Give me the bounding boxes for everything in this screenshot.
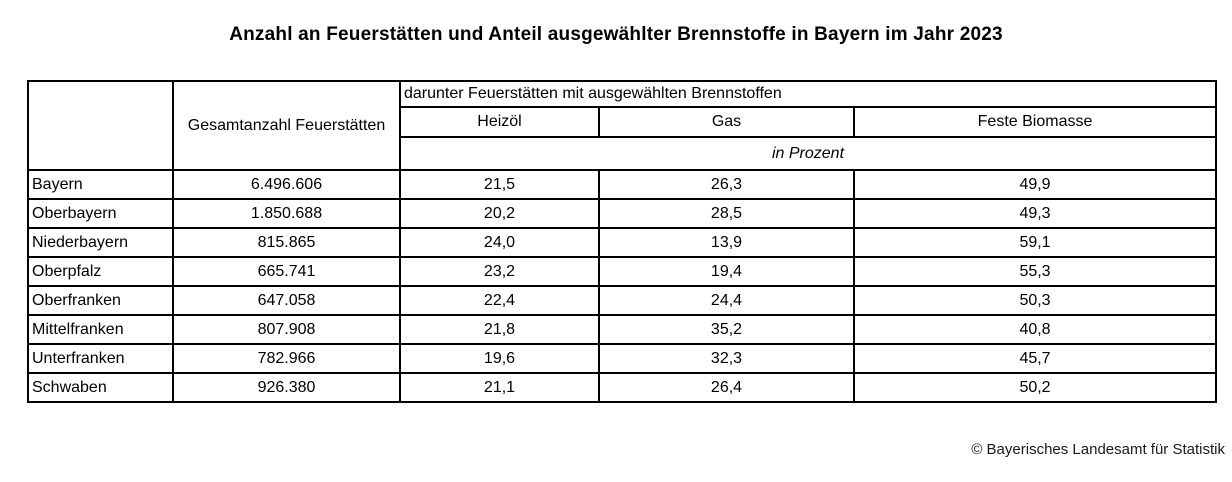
unit-label: in Prozent [398,136,1218,171]
feste-biomasse-cell: 49,9 [852,169,1218,200]
gas-cell: 13,9 [598,227,855,258]
region-cell: Unterfranken [27,343,174,374]
col-header-group: darunter Feuerstätten mit ausgewählten B… [398,80,1218,108]
feste-biomasse-cell: 49,3 [852,198,1218,229]
total-cell: 782.966 [172,343,401,374]
region-cell: Oberbayern [27,198,174,229]
total-cell: 1.850.688 [172,198,401,229]
region-cell: Oberfranken [27,285,174,316]
col-header-feste-biomasse: Feste Biomasse [852,106,1218,138]
heizoel-cell: 21,5 [399,169,600,200]
table-row: Unterfranken 782.966 19,6 32,3 45,7 [27,343,1218,374]
feste-biomasse-cell: 59,1 [852,227,1218,258]
total-cell: 815.865 [172,227,401,258]
total-cell: 647.058 [172,285,401,316]
col-header-gas: Gas [598,106,855,138]
table-body: Bayern 6.496.606 21,5 26,3 49,9 Oberbayern 1.8… [27,169,1218,403]
total-cell: 665.741 [172,256,401,287]
heizoel-cell: 21,1 [399,372,600,403]
header-row-group: Gesamtanzahl Feuerstätten darunter Feuer… [27,80,1218,171]
gas-cell: 35,2 [598,314,855,345]
table-row: Bayern 6.496.606 21,5 26,3 49,9 [27,169,1218,200]
statistics-table: Gesamtanzahl Feuerstätten darunter Feuer… [27,80,1218,403]
heizoel-cell: 23,2 [399,256,600,287]
col-header-heizoel: Heizöl [399,106,600,138]
feste-biomasse-cell: 50,3 [852,285,1218,316]
table-row: Schwaben 926.380 21,1 26,4 50,2 [27,372,1218,403]
heizoel-cell: 21,8 [399,314,600,345]
total-cell: 807.908 [172,314,401,345]
gas-cell: 19,4 [598,256,855,287]
header-row-unit: in Prozent [28,136,1218,171]
table-row: Oberfranken 647.058 22,4 24,4 50,3 [27,285,1218,316]
feste-biomasse-cell: 50,2 [852,372,1218,403]
heizoel-cell: 22,4 [399,285,600,316]
region-cell: Bayern [27,169,174,200]
table-row: Oberbayern 1.850.688 20,2 28,5 49,3 [27,198,1218,229]
table-header: Gesamtanzahl Feuerstätten darunter Feuer… [27,80,1218,171]
total-cell: 6.496.606 [172,169,401,200]
header-row-fuels: Heizöl Gas Feste Biomasse [28,106,1218,138]
region-cell: Oberpfalz [27,256,174,287]
heizoel-cell: 19,6 [399,343,600,374]
gas-cell: 24,4 [598,285,855,316]
heizoel-cell: 24,0 [399,227,600,258]
total-cell: 926.380 [172,372,401,403]
region-cell: Mittelfranken [27,314,174,345]
gas-cell: 28,5 [598,198,855,229]
table-row: Niederbayern 815.865 24,0 13,9 59,1 [27,227,1218,258]
table-row: Oberpfalz 665.741 23,2 19,4 55,3 [27,256,1218,287]
corner-cell [27,80,174,171]
gas-cell: 26,4 [598,372,855,403]
region-cell: Niederbayern [27,227,174,258]
gas-cell: 26,3 [598,169,855,200]
copyright-notice: © Bayerisches Landesamt für Statistik [971,441,1225,458]
feste-biomasse-cell: 40,8 [852,314,1218,345]
col-header-total: Gesamtanzahl Feuerstätten [172,80,401,171]
region-cell: Schwaben [27,372,174,403]
heizoel-cell: 20,2 [399,198,600,229]
feste-biomasse-cell: 55,3 [852,256,1218,287]
page-title: Anzahl an Feuerstätten und Anteil ausgew… [229,24,1003,45]
table-row: Mittelfranken 807.908 21,8 35,2 40,8 [27,314,1218,345]
feste-biomasse-cell: 45,7 [852,343,1218,374]
gas-cell: 32,3 [598,343,855,374]
